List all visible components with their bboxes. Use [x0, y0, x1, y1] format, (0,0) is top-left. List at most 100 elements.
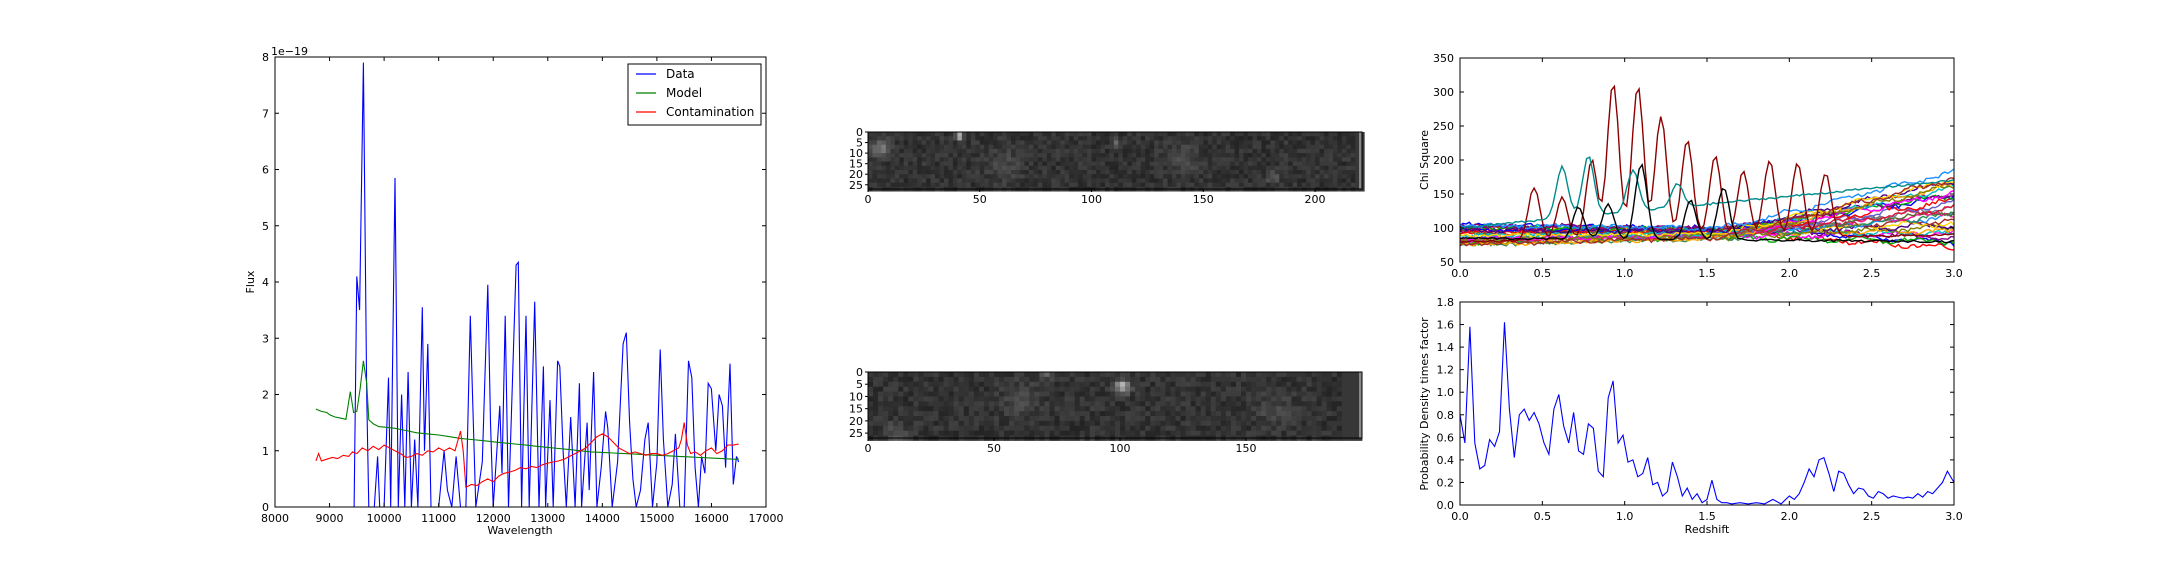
image-pixel	[1014, 386, 1020, 392]
image-pixel	[908, 386, 914, 392]
image-pixel	[1019, 406, 1025, 412]
image-pixel	[1286, 420, 1292, 427]
image-pixel	[926, 148, 931, 154]
image-pixel	[1150, 386, 1156, 392]
image-pixel	[968, 430, 975, 436]
image-pixel	[1198, 148, 1204, 154]
image-pixel	[961, 144, 967, 150]
image-pixel	[1276, 391, 1282, 397]
image-pixel	[1286, 425, 1292, 432]
image-pixel	[997, 148, 1003, 154]
image-pixel	[961, 153, 967, 158]
image-pixel	[975, 174, 981, 179]
image-pixel	[1248, 132, 1253, 137]
image-pixel	[1033, 174, 1039, 179]
image-pixel	[1266, 396, 1272, 402]
image-pixel	[984, 144, 990, 150]
image-pixel	[948, 136, 954, 141]
image-pixel	[1042, 140, 1048, 146]
image-pixel	[1279, 153, 1285, 158]
image-pixel	[1125, 372, 1131, 378]
image-pixel	[1324, 157, 1329, 162]
image-pixel	[1195, 420, 1202, 427]
image-pixel	[1200, 401, 1207, 407]
image-pixel	[1203, 157, 1209, 162]
image-pixel	[948, 140, 954, 146]
image-pixel	[963, 416, 970, 422]
image-pixel	[975, 132, 981, 137]
image-pixel	[1194, 161, 1200, 167]
image-pixel	[1341, 376, 1348, 383]
image-pixel	[1194, 165, 1200, 171]
image-pixel	[1212, 153, 1218, 158]
image-pixel	[1346, 140, 1352, 146]
image-pixel	[1185, 157, 1191, 162]
image-pixel	[1316, 420, 1323, 427]
image-pixel	[1002, 132, 1007, 137]
image-pixel	[873, 406, 879, 412]
image-pixel	[899, 182, 905, 188]
image-pixel	[1118, 140, 1124, 146]
image-pixel	[1306, 372, 1312, 378]
image-pixel	[1049, 376, 1055, 383]
image-pixel	[979, 132, 985, 137]
image-pixel	[926, 157, 931, 162]
image-pixel	[923, 386, 929, 392]
image-pixel	[1281, 430, 1287, 436]
image-pixel	[1078, 140, 1083, 146]
image-pixel	[988, 430, 995, 436]
image-pixel	[1261, 165, 1267, 171]
image-pixel	[1055, 174, 1061, 179]
image-pixel	[1044, 411, 1050, 417]
image-pixel	[1297, 144, 1303, 150]
image-pixel	[935, 132, 940, 137]
image-pixel	[1170, 425, 1176, 432]
image-pixel	[1212, 170, 1218, 175]
image-pixel	[1256, 170, 1262, 175]
image-pixel	[1099, 381, 1106, 388]
image-pixel	[883, 416, 889, 422]
image-pixel	[1019, 376, 1025, 383]
image-pixel	[1216, 170, 1222, 175]
image-pixel	[988, 148, 994, 154]
image-pixel	[1243, 178, 1249, 184]
image-pixel	[1283, 182, 1289, 188]
image-pixel	[1301, 376, 1307, 383]
image-pixel	[953, 376, 960, 383]
image-pixel	[1319, 161, 1325, 167]
image-pixel	[1163, 144, 1168, 150]
image-pixel	[1172, 170, 1177, 175]
image-pixel	[1064, 165, 1070, 171]
image-pixel	[1246, 386, 1252, 392]
image-pixel	[1301, 401, 1307, 407]
image-pixel	[1089, 420, 1096, 427]
image-pixel	[1078, 165, 1083, 171]
image-pixel	[1195, 401, 1202, 407]
image-pixel	[1155, 372, 1161, 378]
image-pixel	[1131, 136, 1137, 141]
image-pixel	[1306, 170, 1311, 175]
image-pixel	[1203, 144, 1209, 150]
image-pixel	[921, 132, 927, 137]
image-pixel	[938, 425, 945, 432]
image-pixel	[1167, 170, 1173, 175]
image-pixel	[1046, 144, 1052, 150]
image-pixel	[1130, 416, 1136, 422]
image-pixel	[917, 170, 923, 175]
image-pixel	[1270, 178, 1276, 184]
image-pixel	[938, 411, 945, 417]
image-pixel	[883, 372, 889, 378]
image-pixel	[1336, 430, 1343, 436]
image-pixel	[1194, 136, 1200, 141]
image-pixel	[1079, 372, 1086, 378]
image-pixel	[999, 396, 1005, 402]
image-pixel	[968, 420, 975, 427]
image-pixel	[1190, 401, 1197, 407]
image-pixel	[1316, 430, 1323, 436]
image-pixel	[1351, 396, 1358, 402]
image-pixel	[1306, 157, 1311, 162]
image-pixel	[1091, 182, 1097, 188]
image-pixel	[1205, 411, 1212, 417]
image-pixel	[1033, 136, 1039, 141]
image-y-tick-label: 15	[849, 403, 863, 416]
